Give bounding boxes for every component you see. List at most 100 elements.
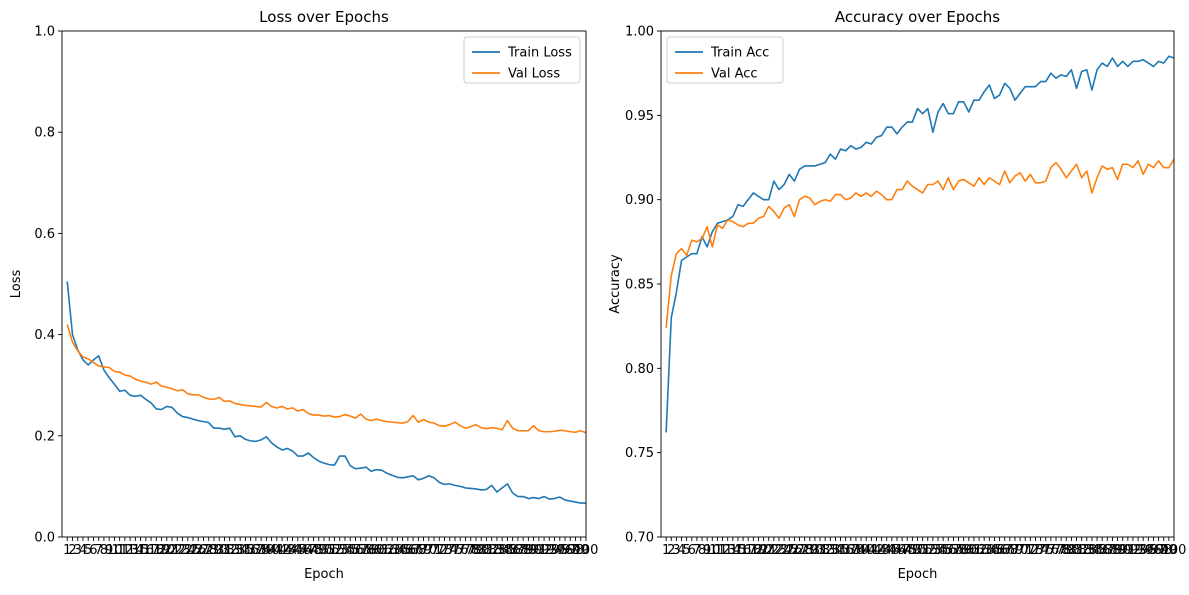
chart-1-axes-frame	[660, 30, 1175, 538]
chart-1-xtick-label: 57	[945, 543, 962, 558]
chart-0-xtick-label: 88	[515, 543, 532, 558]
chart-0-xtick-label: 83	[489, 543, 506, 558]
chart-1-legend	[666, 36, 784, 84]
chart-1-xtick-label: 6	[688, 543, 696, 558]
chart-0-xtick-label: 33	[227, 543, 244, 558]
chart-1-xtick-label: 22	[766, 543, 783, 558]
chart-1-xtick-label: 89	[1109, 543, 1126, 558]
chart-0-xtick-label: 80	[473, 543, 490, 558]
chart-1-xtick-label: 14	[725, 543, 742, 558]
chart-0-xtick-label: 97	[562, 543, 579, 558]
chart-0-xtick-label: 22	[169, 543, 186, 558]
chart-1-xtick-label: 63	[976, 543, 993, 558]
loss-chart: Loss over Epochs0.00.20.40.60.81.0123456…	[9, 8, 598, 582]
chart-1-xtick-label: 69	[1007, 543, 1024, 558]
chart-0-series-line-1	[66, 324, 587, 434]
chart-1-xtick-label: 35	[832, 543, 849, 558]
chart-0-xtick-label: 95	[552, 543, 569, 558]
chart-1-xtick-label: 16	[735, 543, 752, 558]
chart-1-xtick-label: 20	[755, 543, 772, 558]
chart-1-xtick-label: 45	[884, 543, 901, 558]
chart-0-xtick-label: 8	[100, 543, 108, 558]
chart-1-xtick-label: 53	[925, 543, 942, 558]
chart-1-xtick-label: 56	[940, 543, 957, 558]
chart-0-xtick-label: 59	[363, 543, 380, 558]
chart-0-xtick-label: 75	[447, 543, 464, 558]
chart-0-ytick-label: 0.8	[34, 126, 55, 141]
chart-0-xtick-label: 66	[400, 543, 417, 558]
chart-1-xtick-label: 66	[991, 543, 1008, 558]
chart-0-xtick-label: 32	[221, 543, 238, 558]
chart-1-legend-label: Train Acc	[710, 46, 769, 61]
chart-1-xtick-label: 75	[1037, 543, 1054, 558]
chart-1-xtick-label: 92	[1125, 543, 1142, 558]
chart-1-xtick-label: 90	[1114, 543, 1131, 558]
chart-1-xtick-label: 2	[667, 543, 675, 558]
chart-0-xtick-label: 82	[483, 543, 500, 558]
chart-1-xtick-label: 73	[1027, 543, 1044, 558]
chart-0-xtick-label: 56	[347, 543, 364, 558]
chart-0-xtick-label: 19	[153, 543, 170, 558]
chart-1-xtick-label: 31	[812, 543, 829, 558]
chart-1-ytick-label: 0.75	[625, 446, 654, 461]
chart-0-xtick-label: 50	[316, 543, 333, 558]
chart-0-xtick-label: 24	[179, 543, 196, 558]
chart-0-xtick-label: 51	[321, 543, 338, 558]
chart-0-xtick-label: 2	[68, 543, 76, 558]
chart-0-xtick-label: 40	[263, 543, 280, 558]
chart-1-xtick-label: 11	[709, 543, 726, 558]
chart-0-xtick-label: 49	[310, 543, 327, 558]
chart-0-xtick-label: 11	[111, 543, 128, 558]
chart-0-xtick-label: 16	[138, 543, 155, 558]
chart-0-xtick-label: 100	[574, 543, 599, 558]
chart-0-xtick-label: 20	[159, 543, 176, 558]
chart-0-xtick-label: 54	[337, 543, 354, 558]
chart-0-xtick-label: 30	[211, 543, 228, 558]
chart-0-xtick-label: 13	[122, 543, 139, 558]
chart-1-xtick-label: 86	[1094, 543, 1111, 558]
chart-1-ytick-label: 0.80	[625, 362, 654, 377]
chart-0-xtick-label: 44	[284, 543, 301, 558]
chart-1-xtick-label: 5	[683, 543, 691, 558]
chart-1-xtick-label: 37	[843, 543, 860, 558]
chart-0-xtick-label: 98	[567, 543, 584, 558]
chart-0-xtick-label: 91	[531, 543, 548, 558]
chart-0-legend-label: Train Loss	[507, 46, 572, 61]
chart-0-xtick-label: 27	[195, 543, 212, 558]
chart-0-xtick-label: 15	[132, 543, 149, 558]
chart-1-xtick-label: 40	[858, 543, 875, 558]
chart-0-xtick-label: 99	[572, 543, 589, 558]
chart-1-xtick-label: 10	[704, 543, 721, 558]
chart-1-xlabel: Epoch	[898, 567, 938, 582]
chart-1-xtick-label: 91	[1120, 543, 1137, 558]
chart-1-xtick-label: 38	[848, 543, 865, 558]
chart-1-xtick-label: 17	[740, 543, 757, 558]
chart-1-xtick-label: 46	[889, 543, 906, 558]
chart-1-ytick-label: 0.85	[625, 278, 654, 293]
chart-0-xtick-label: 60	[368, 543, 385, 558]
chart-1-xtick-label: 48	[899, 543, 916, 558]
chart-0-xtick-label: 46	[295, 543, 312, 558]
chart-1-xtick-label: 94	[1135, 543, 1152, 558]
chart-0-xtick-label: 52	[326, 543, 343, 558]
chart-0-xtick-label: 43	[279, 543, 296, 558]
chart-1-xtick-label: 98	[1155, 543, 1172, 558]
chart-1-xtick-label: 78	[1053, 543, 1070, 558]
chart-1-ylabel: Accuracy	[608, 254, 623, 314]
chart-1-xtick-label: 21	[760, 543, 777, 558]
chart-0-xtick-label: 53	[331, 543, 348, 558]
chart-0-xtick-label: 1	[63, 543, 71, 558]
chart-1-xtick-label: 100	[1162, 543, 1187, 558]
chart-1-xtick-label: 9	[703, 543, 711, 558]
chart-0-xtick-label: 73	[436, 543, 453, 558]
chart-0-xtick-label: 5	[84, 543, 92, 558]
chart-0-xtick-label: 39	[258, 543, 275, 558]
chart-1-xtick-label: 42	[868, 543, 885, 558]
chart-0-legend	[463, 36, 581, 84]
chart-1-xtick-label: 19	[750, 543, 767, 558]
chart-1-xtick-label: 95	[1140, 543, 1157, 558]
chart-1-xtick-label: 54	[930, 543, 947, 558]
chart-0-xtick-label: 63	[384, 543, 401, 558]
chart-1-ytick-label: 1.00	[625, 25, 654, 40]
